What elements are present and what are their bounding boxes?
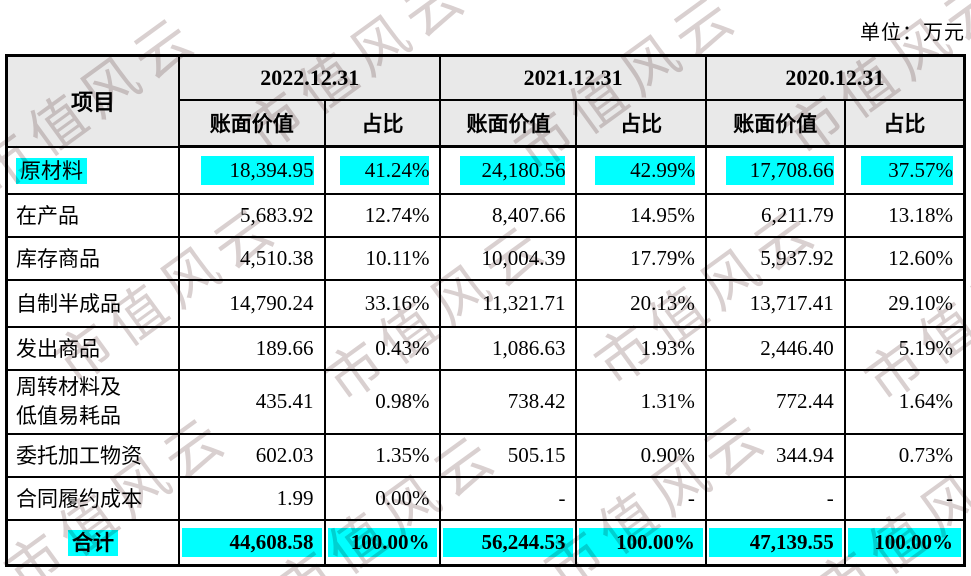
row-label: 原材料: [16, 158, 87, 184]
subheader-book-value-2020: 账面价值: [704, 99, 846, 148]
value-cell: 5.19%: [843, 325, 966, 371]
column-header-period-2021: 2021.12.31: [439, 54, 707, 101]
value-cell: 1,086.63: [439, 325, 578, 371]
value-cell: 13.18%: [843, 192, 966, 238]
row-label-cell: 合同履约成本: [5, 475, 180, 521]
subheader-ratio-2022: 占比: [323, 99, 442, 148]
value-cell: -: [439, 475, 578, 521]
value-cell: 11,321.71: [439, 278, 578, 328]
table-row-raw-materials: 原材料 18,394.95 41.24% 24,180.56 42.99% 17…: [5, 145, 966, 195]
value-cell: 12.74%: [323, 192, 442, 238]
inventory-composition-table: 项目 2022.12.31 2021.12.31 2020.12.31 账面价值…: [5, 54, 966, 567]
value-cell: 42.99%: [575, 145, 707, 195]
row-label-cell: 库存商品: [5, 235, 180, 281]
value-cell: 0.43%: [323, 325, 442, 371]
value-cell: 189.66: [177, 325, 326, 371]
value-cell: 344.94: [704, 432, 846, 478]
value-cell: 505.15: [439, 432, 578, 478]
value-cell: 435.41: [177, 368, 326, 435]
table-row-total: 合计 44,608.58 100.00% 56,244.53 100.00% 4…: [5, 518, 966, 567]
value-cell: 2,446.40: [704, 325, 846, 371]
value-cell: 12.60%: [843, 235, 966, 281]
value-cell: 37.57%: [843, 145, 966, 195]
subheader-book-value-2022: 账面价值: [177, 99, 326, 148]
subheader-ratio-2021: 占比: [575, 99, 707, 148]
row-label-cell: 周转材料及低值易耗品: [5, 368, 180, 435]
value-cell: 100.00%: [575, 518, 707, 567]
value-cell: 24,180.56: [439, 145, 578, 195]
value-cell: 41.24%: [323, 145, 442, 195]
value-cell: 18,394.95: [177, 145, 326, 195]
column-header-item: 项目: [5, 54, 180, 148]
value-cell: 8,407.66: [439, 192, 578, 238]
value-cell: -: [843, 475, 966, 521]
value-cell: 1.35%: [323, 432, 442, 478]
value-cell: 14,790.24: [177, 278, 326, 328]
row-label-cell: 自制半成品: [5, 278, 180, 328]
value-cell: 13,717.41: [704, 278, 846, 328]
value-cell: 4,510.38: [177, 235, 326, 281]
column-header-period-2020: 2020.12.31: [704, 54, 966, 101]
value-cell: 1.64%: [843, 368, 966, 435]
value-cell: 10.11%: [323, 235, 442, 281]
value-cell: 100.00%: [843, 518, 966, 567]
table-row-turnover-materials: 周转材料及低值易耗品 435.41 0.98% 738.42 1.31% 772…: [5, 368, 966, 435]
row-label: 周转材料及低值易耗品: [16, 375, 121, 428]
table-row-entrusted-processing: 委托加工物资 602.03 1.35% 505.15 0.90% 344.94 …: [5, 432, 966, 478]
value-cell: 0.00%: [323, 475, 442, 521]
value-cell: 5,683.92: [177, 192, 326, 238]
table-row-work-in-progress: 在产品 5,683.92 12.74% 8,407.66 14.95% 6,21…: [5, 192, 966, 238]
value-cell: 1.99: [177, 475, 326, 521]
row-label-cell: 委托加工物资: [5, 432, 180, 478]
header-row-subheaders: 账面价值 占比 账面价值 占比 账面价值 占比: [7, 99, 966, 148]
value-cell: 17.79%: [575, 235, 707, 281]
value-cell: 6,211.79: [704, 192, 846, 238]
row-label-cell: 发出商品: [5, 325, 180, 371]
value-cell: 33.16%: [323, 278, 442, 328]
table-row-self-made-semi-finished: 自制半成品 14,790.24 33.16% 11,321.71 20.13% …: [5, 278, 966, 328]
value-cell: 100.00%: [323, 518, 442, 567]
value-cell: 56,244.53: [439, 518, 578, 567]
column-header-period-2022: 2022.12.31: [177, 54, 442, 101]
row-label-cell: 合计: [5, 518, 180, 567]
table-row-goods-shipped: 发出商品 189.66 0.43% 1,086.63 1.93% 2,446.4…: [5, 325, 966, 371]
value-cell: 17,708.66: [704, 145, 846, 195]
header-row-periods: 项目 2022.12.31 2021.12.31 2020.12.31: [5, 54, 966, 148]
value-cell: 0.98%: [323, 368, 442, 435]
value-cell: 20.13%: [575, 278, 707, 328]
value-cell: 1.31%: [575, 368, 707, 435]
row-label-cell: 原材料: [5, 145, 180, 195]
row-label-cell: 在产品: [5, 192, 180, 238]
table-row-contract-performance-cost: 合同履约成本 1.99 0.00% - - - -: [5, 475, 966, 521]
value-cell: 29.10%: [843, 278, 966, 328]
subheader-book-value-2021: 账面价值: [439, 99, 578, 148]
value-cell: -: [575, 475, 707, 521]
value-cell: -: [704, 475, 846, 521]
value-cell: 602.03: [177, 432, 326, 478]
value-cell: 10,004.39: [439, 235, 578, 281]
subheader-ratio-2020: 占比: [843, 99, 966, 148]
row-label: 合计: [67, 530, 118, 557]
value-cell: 0.73%: [843, 432, 966, 478]
unit-label: 单位：万元: [860, 22, 965, 44]
value-cell: 0.90%: [575, 432, 707, 478]
value-cell: 1.93%: [575, 325, 707, 371]
value-cell: 14.95%: [575, 192, 707, 238]
value-cell: 47,139.55: [704, 518, 846, 567]
table-row-inventory-goods: 库存商品 4,510.38 10.11% 10,004.39 17.79% 5,…: [5, 235, 966, 281]
value-cell: 5,937.92: [704, 235, 846, 281]
value-cell: 44,608.58: [177, 518, 326, 567]
value-cell: 772.44: [704, 368, 846, 435]
value-cell: 738.42: [439, 368, 578, 435]
